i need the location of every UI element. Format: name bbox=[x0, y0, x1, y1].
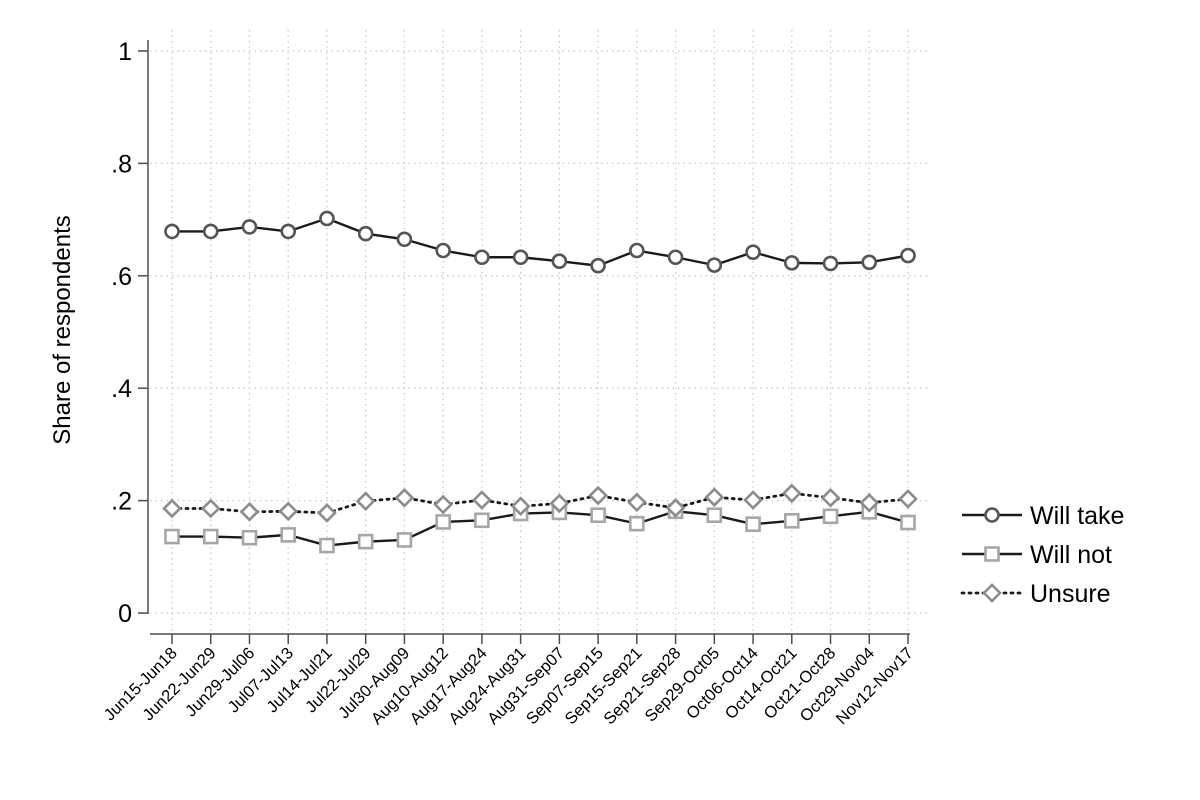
data-point-unsure bbox=[317, 503, 337, 523]
legend-marker-will-take bbox=[984, 507, 1000, 523]
data-point-will-take bbox=[900, 247, 916, 264]
data-point-will-not bbox=[435, 514, 451, 530]
data-point-will-take bbox=[357, 225, 374, 242]
data-point-unsure bbox=[820, 487, 841, 508]
data-point-will-take bbox=[745, 244, 761, 260]
data-point-will-not bbox=[822, 508, 839, 525]
data-point-will-not bbox=[280, 527, 297, 543]
data-point-will-take bbox=[822, 255, 839, 272]
y-tick-label: 1 bbox=[118, 38, 132, 66]
data-point-will-take bbox=[783, 255, 800, 271]
data-point-unsure bbox=[781, 483, 802, 504]
legend-label-unsure: Unsure bbox=[1030, 580, 1111, 608]
data-point-unsure bbox=[510, 496, 531, 517]
data-point-will-take bbox=[319, 210, 335, 227]
series bbox=[162, 210, 918, 554]
data-point-unsure bbox=[278, 501, 299, 522]
data-point-unsure bbox=[433, 494, 453, 515]
data-point-unsure bbox=[665, 498, 686, 518]
data-point-unsure bbox=[200, 498, 221, 519]
y-ticks: 0 .2 .4 .6 .8 1 bbox=[111, 38, 148, 628]
data-point-unsure bbox=[472, 490, 492, 510]
legend-label-will-not: Will not bbox=[1030, 541, 1112, 569]
data-point-unsure bbox=[898, 489, 918, 509]
data-point-will-not bbox=[745, 516, 761, 533]
legend-marker-unsure bbox=[982, 583, 1002, 603]
data-point-will-take bbox=[202, 223, 219, 240]
legend: Will take Will not Unsure bbox=[960, 502, 1124, 608]
legend-marker-will-not bbox=[984, 546, 1000, 562]
data-point-will-not bbox=[783, 513, 800, 529]
data-point-will-not bbox=[396, 532, 413, 548]
data-point-will-not bbox=[202, 528, 219, 545]
data-point-will-not bbox=[474, 512, 490, 529]
data-point-unsure bbox=[549, 493, 570, 514]
data-point-will-not bbox=[629, 515, 645, 532]
data-point-unsure bbox=[704, 487, 725, 508]
y-tick-label: 0 bbox=[118, 600, 132, 628]
data-point-will-take bbox=[590, 257, 606, 274]
data-point-will-not bbox=[900, 514, 916, 531]
data-point-will-take bbox=[629, 242, 645, 259]
series-will-not bbox=[164, 503, 916, 554]
legend-item-will-take: Will take bbox=[962, 502, 1124, 530]
data-point-will-take bbox=[551, 253, 568, 269]
data-point-will-take bbox=[280, 223, 297, 240]
data-point-unsure bbox=[743, 490, 763, 510]
data-point-will-take bbox=[474, 249, 490, 266]
data-point-will-not bbox=[590, 507, 606, 524]
data-point-unsure bbox=[627, 492, 647, 513]
data-point-will-not bbox=[319, 537, 335, 554]
data-point-will-not bbox=[241, 529, 258, 546]
data-point-unsure bbox=[355, 491, 376, 512]
data-point-will-take bbox=[396, 231, 413, 248]
data-point-will-take bbox=[706, 257, 723, 273]
legend-label-will-take: Will take bbox=[1030, 502, 1124, 530]
data-point-unsure bbox=[162, 498, 182, 519]
data-point-will-take bbox=[164, 223, 180, 240]
data-point-will-take bbox=[241, 219, 258, 235]
series-will-take bbox=[164, 210, 916, 274]
data-point-will-not bbox=[357, 533, 374, 550]
data-point-will-take bbox=[435, 242, 451, 259]
y-axis-title: Share of respondents bbox=[49, 215, 76, 445]
series-unsure bbox=[162, 483, 918, 523]
series-line-unsure bbox=[170, 491, 910, 515]
axes bbox=[147, 40, 910, 635]
y-tick-label: .8 bbox=[111, 150, 132, 178]
y-tick-label: .2 bbox=[111, 488, 132, 516]
data-point-unsure bbox=[394, 487, 415, 508]
y-tick-label: .4 bbox=[111, 375, 132, 403]
x-ticks: Jun15-Jun18Jun22-Jun29Jun29-Jul06Jul07-J… bbox=[101, 634, 917, 728]
data-point-unsure bbox=[859, 493, 880, 513]
data-point-will-not bbox=[706, 507, 723, 524]
legend-item-will-not: Will not bbox=[962, 541, 1112, 569]
data-point-unsure bbox=[239, 502, 260, 522]
data-point-will-not bbox=[164, 528, 180, 545]
data-point-will-take bbox=[861, 254, 878, 271]
legend-item-unsure: Unsure bbox=[960, 580, 1111, 608]
y-tick-label: .6 bbox=[111, 263, 132, 291]
data-point-unsure bbox=[588, 485, 608, 506]
data-point-will-take bbox=[512, 249, 529, 266]
grid-lines bbox=[150, 30, 930, 632]
data-point-will-take bbox=[667, 249, 684, 266]
